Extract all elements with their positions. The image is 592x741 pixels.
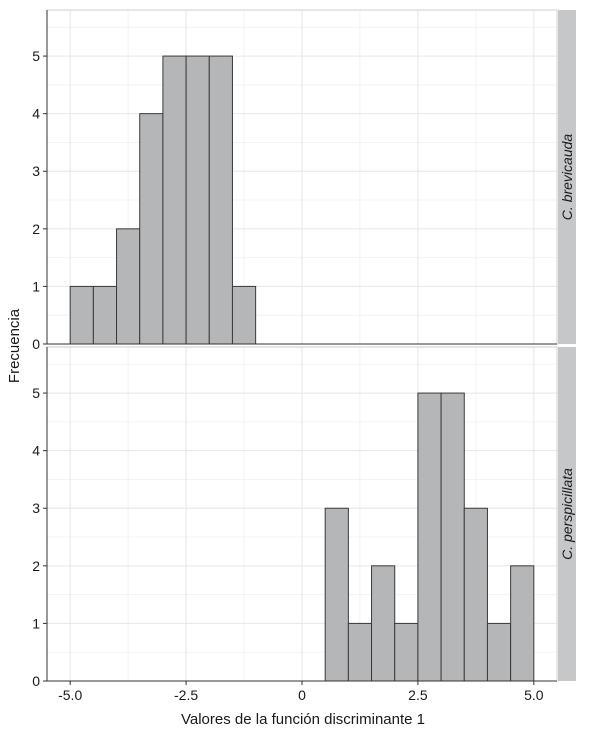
x-tick-label: 5.0 [524, 687, 544, 703]
histogram-bar [324, 507, 349, 682]
facet-strip-label: C. perspicillata [559, 468, 575, 560]
x-axis-title: Valores de la función discriminante 1 [181, 711, 425, 728]
histogram-bar [486, 622, 512, 682]
histogram-bar [231, 285, 257, 345]
x-tick-label: -2.5 [174, 687, 198, 703]
y-tick-label: 4 [32, 106, 40, 122]
facet-panel: 0 1 2 3 4 5 C. perspicillata [32, 346, 576, 689]
histogram-bar [347, 622, 373, 682]
y-tick-label: 0 [32, 336, 40, 352]
histogram-bar [394, 622, 419, 682]
histogram-bar [69, 285, 94, 345]
x-tick-label: 2.5 [408, 687, 428, 703]
histogram-bar [463, 507, 488, 682]
y-tick-label: 2 [32, 558, 40, 574]
histogram-bar [139, 113, 164, 345]
histogram-bar [185, 55, 210, 345]
y-tick-label: 1 [32, 615, 40, 631]
y-tick-label: 4 [32, 443, 40, 459]
y-tick-label: 0 [32, 673, 40, 689]
x-tick-label: 0 [298, 687, 306, 703]
y-tick-label: 5 [32, 385, 40, 401]
facet-strip [558, 347, 576, 681]
histogram-bar [162, 55, 187, 345]
histogram-bar [208, 55, 233, 345]
histogram-bar [440, 392, 465, 682]
histogram-bar [510, 565, 535, 682]
histogram-bar [116, 228, 141, 345]
facet-strip [558, 10, 576, 344]
histogram-bar [371, 565, 396, 682]
y-axis-title: Frecuencia [6, 308, 23, 383]
y-tick-label: 5 [32, 48, 40, 64]
facet-strip-label: C. brevicauda [559, 134, 575, 221]
histogram-bar [417, 392, 442, 682]
y-tick-label: 3 [32, 500, 40, 516]
y-tick-label: 1 [32, 278, 40, 294]
y-tick-label: 2 [32, 221, 40, 237]
facet-panel: 0 1 2 3 4 5 C. brevicauda [32, 9, 576, 352]
y-tick-label: 3 [32, 163, 40, 179]
histogram-bar [92, 285, 118, 345]
x-tick-label: -5.0 [58, 687, 82, 703]
